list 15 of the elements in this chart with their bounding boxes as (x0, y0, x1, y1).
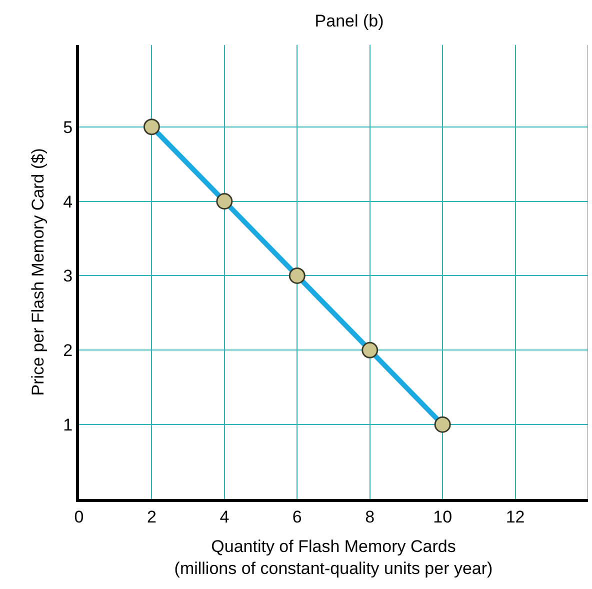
y-tick-label: 3 (63, 266, 73, 286)
x-tick-label: 8 (365, 507, 375, 526)
x-axis-title: Quantity of Flash Memory Cards (millions of constant-quality units per year) (174, 536, 493, 578)
x-tick-label: 2 (146, 507, 156, 526)
x-tick-label: 6 (292, 507, 302, 526)
x-tick-label: 0 (74, 507, 84, 526)
y-tick-label: 5 (63, 118, 73, 137)
x-tick-label: 4 (220, 507, 230, 526)
y-tick-label: 2 (63, 341, 73, 360)
x-tick-label: 12 (506, 507, 525, 526)
y-tick-label: 1 (63, 416, 73, 435)
y-axis-title: Price per Flash Memory Card ($) (28, 148, 48, 396)
x-tick-label: 10 (433, 507, 452, 526)
chart-title: Panel (b) (314, 12, 384, 31)
y-tick-label: 4 (63, 192, 73, 212)
